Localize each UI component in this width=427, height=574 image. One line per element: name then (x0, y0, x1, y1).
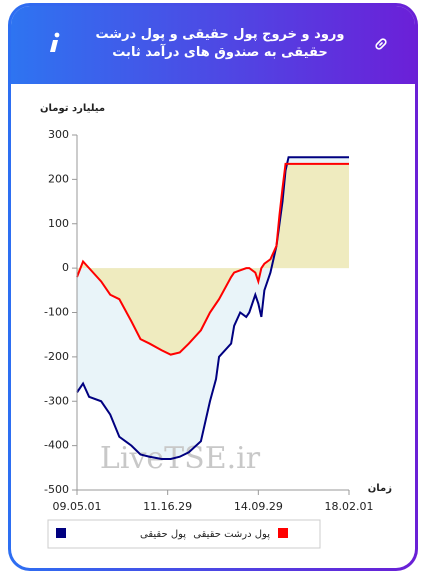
legend-box (47, 519, 321, 549)
legend-swatch (278, 528, 288, 538)
y-tick-label: -200 (44, 350, 69, 363)
watermark: LiveTSE.ir (100, 441, 261, 476)
x-tick-label: 09.05.01 (53, 500, 102, 513)
card-header: ورود و خروج پول حقیقی و پول درشت حقیقی ب… (11, 6, 415, 84)
x-tick-label: 18.02.01 (325, 500, 374, 513)
info-icon[interactable] (47, 32, 61, 54)
y-tick-label: -100 (44, 306, 69, 319)
x-tick-label: 11.16.29 (143, 500, 192, 513)
link-icon[interactable] (373, 36, 389, 52)
x-axis-label: زمان (368, 483, 392, 494)
legend-label: پول حقیقی (140, 529, 186, 540)
y-tick-label: 300 (48, 128, 69, 141)
line (76, 156, 349, 460)
y-tick-label: -300 (44, 394, 69, 407)
line (76, 162, 349, 356)
y-tick-label: 200 (48, 172, 69, 185)
y-tick-label: 0 (62, 261, 69, 274)
y-tick-label: -500 (44, 483, 69, 496)
y-axis-label: میلیارد تومان (40, 103, 105, 114)
legend-swatch (56, 528, 66, 538)
x-tick-label: 14.09.29 (234, 500, 283, 513)
y-tick-label: 100 (48, 217, 69, 230)
y-tick-label: -400 (44, 439, 69, 452)
card-title: ورود و خروج پول حقیقی و پول درشت حقیقی ب… (95, 27, 345, 60)
legend-label: پول درشت حقیقی (193, 529, 270, 540)
